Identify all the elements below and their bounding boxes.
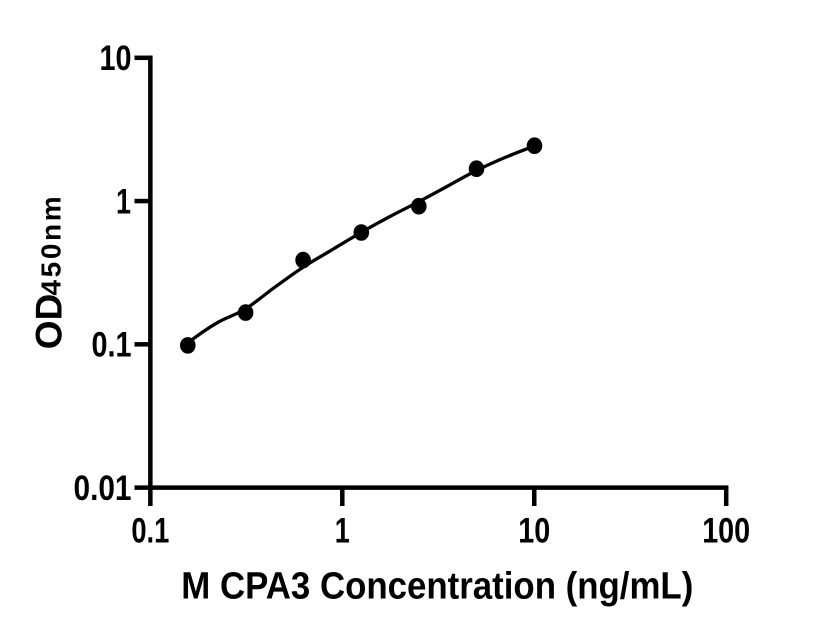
svg-text:1: 1	[335, 512, 350, 551]
svg-text:10: 10	[100, 39, 132, 78]
svg-text:450nm: 450nm	[35, 194, 66, 296]
svg-text:M CPA3 Concentration (ng/mL): M CPA3 Concentration (ng/mL)	[181, 566, 693, 608]
svg-text:0.1: 0.1	[131, 512, 169, 551]
svg-text:10: 10	[518, 512, 550, 551]
svg-text:OD: OD	[29, 294, 70, 350]
svg-text:100: 100	[702, 512, 750, 551]
svg-text:0.1: 0.1	[92, 326, 132, 365]
svg-text:1: 1	[116, 183, 131, 222]
svg-text:0.01: 0.01	[74, 469, 132, 508]
